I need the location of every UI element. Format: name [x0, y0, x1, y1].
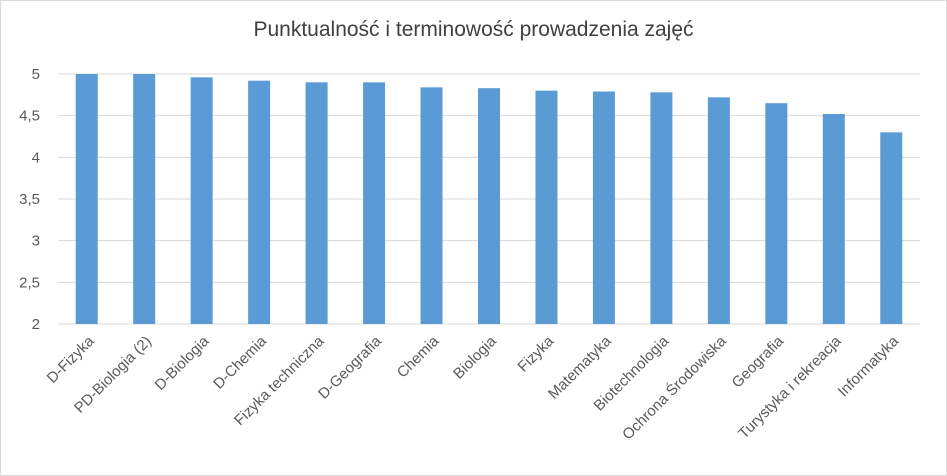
- x-tick-label: Geografia: [729, 332, 788, 391]
- y-tick-label: 4: [32, 149, 40, 166]
- y-tick-label: 2,5: [19, 274, 40, 291]
- y-tick-label: 5: [32, 66, 40, 83]
- x-tick-label: Chemia: [394, 332, 443, 381]
- bar: [707, 97, 730, 324]
- x-tick-label: Fizyka: [515, 332, 558, 375]
- bar: [363, 82, 386, 324]
- bar: [190, 77, 213, 324]
- y-tick-label: 2: [32, 316, 40, 333]
- y-tick-label: 3,5: [19, 191, 40, 208]
- x-tick-label: Informatyka: [835, 332, 903, 400]
- y-axis-ticks: 2 2,5 3 3,5 4 4,5 5: [19, 66, 40, 333]
- y-tick-label: 4,5: [19, 108, 40, 125]
- x-tick-label: D-Geografia: [315, 332, 385, 402]
- bar: [592, 91, 615, 324]
- y-tick-label: 3: [32, 233, 40, 250]
- bar: [75, 74, 98, 324]
- x-tick-label: D-Biologia: [152, 332, 213, 393]
- bar: [535, 90, 558, 325]
- x-tick-label: Biologia: [450, 332, 500, 382]
- bars: [75, 74, 903, 325]
- bar: [880, 132, 903, 324]
- bar: [133, 74, 156, 324]
- bar: [248, 80, 271, 325]
- bar: [420, 87, 443, 324]
- bar: [478, 88, 500, 325]
- bar: [765, 103, 788, 325]
- x-tick-label: D-Fizyka: [44, 332, 98, 386]
- bar: [822, 114, 845, 324]
- x-tick-label: Ochrona Środowiska: [619, 332, 731, 444]
- x-tick-label: D-Chemia: [210, 332, 270, 392]
- bar: [650, 92, 673, 324]
- chart-title: Punktualność i terminowość prowadzenia z…: [253, 18, 694, 41]
- bar: [305, 82, 328, 324]
- x-tick-label: Turystyka i rekreacja: [735, 332, 845, 442]
